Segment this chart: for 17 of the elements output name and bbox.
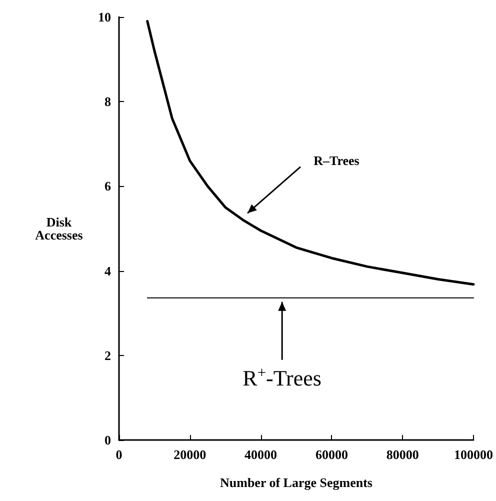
y-axis-title: Disk Accesses <box>35 214 83 242</box>
x-tick-label: 0 <box>116 447 122 462</box>
annotation: R$^{+}$-Trees <box>242 364 322 392</box>
line-series <box>146 20 475 286</box>
y-tick-label: 0 <box>104 432 111 448</box>
y-tick-label: 4 <box>104 263 112 278</box>
y-tick-label: 8 <box>104 94 112 110</box>
x-tick-label: 60000 <box>315 447 348 462</box>
annotation: R–Trees <box>314 152 360 169</box>
x-tick-label: 20000 <box>174 447 206 462</box>
x-axis-title: Number of Large Segments <box>220 475 372 490</box>
y-tick-label: 2 <box>104 348 111 363</box>
y-tick-label: 6 <box>104 178 112 194</box>
x-tick-label: 100000 <box>454 447 493 462</box>
x-tick-label: 80000 <box>386 447 419 462</box>
y-tick-label: 10 <box>98 10 111 24</box>
x-tick-label: 40000 <box>244 447 278 462</box>
